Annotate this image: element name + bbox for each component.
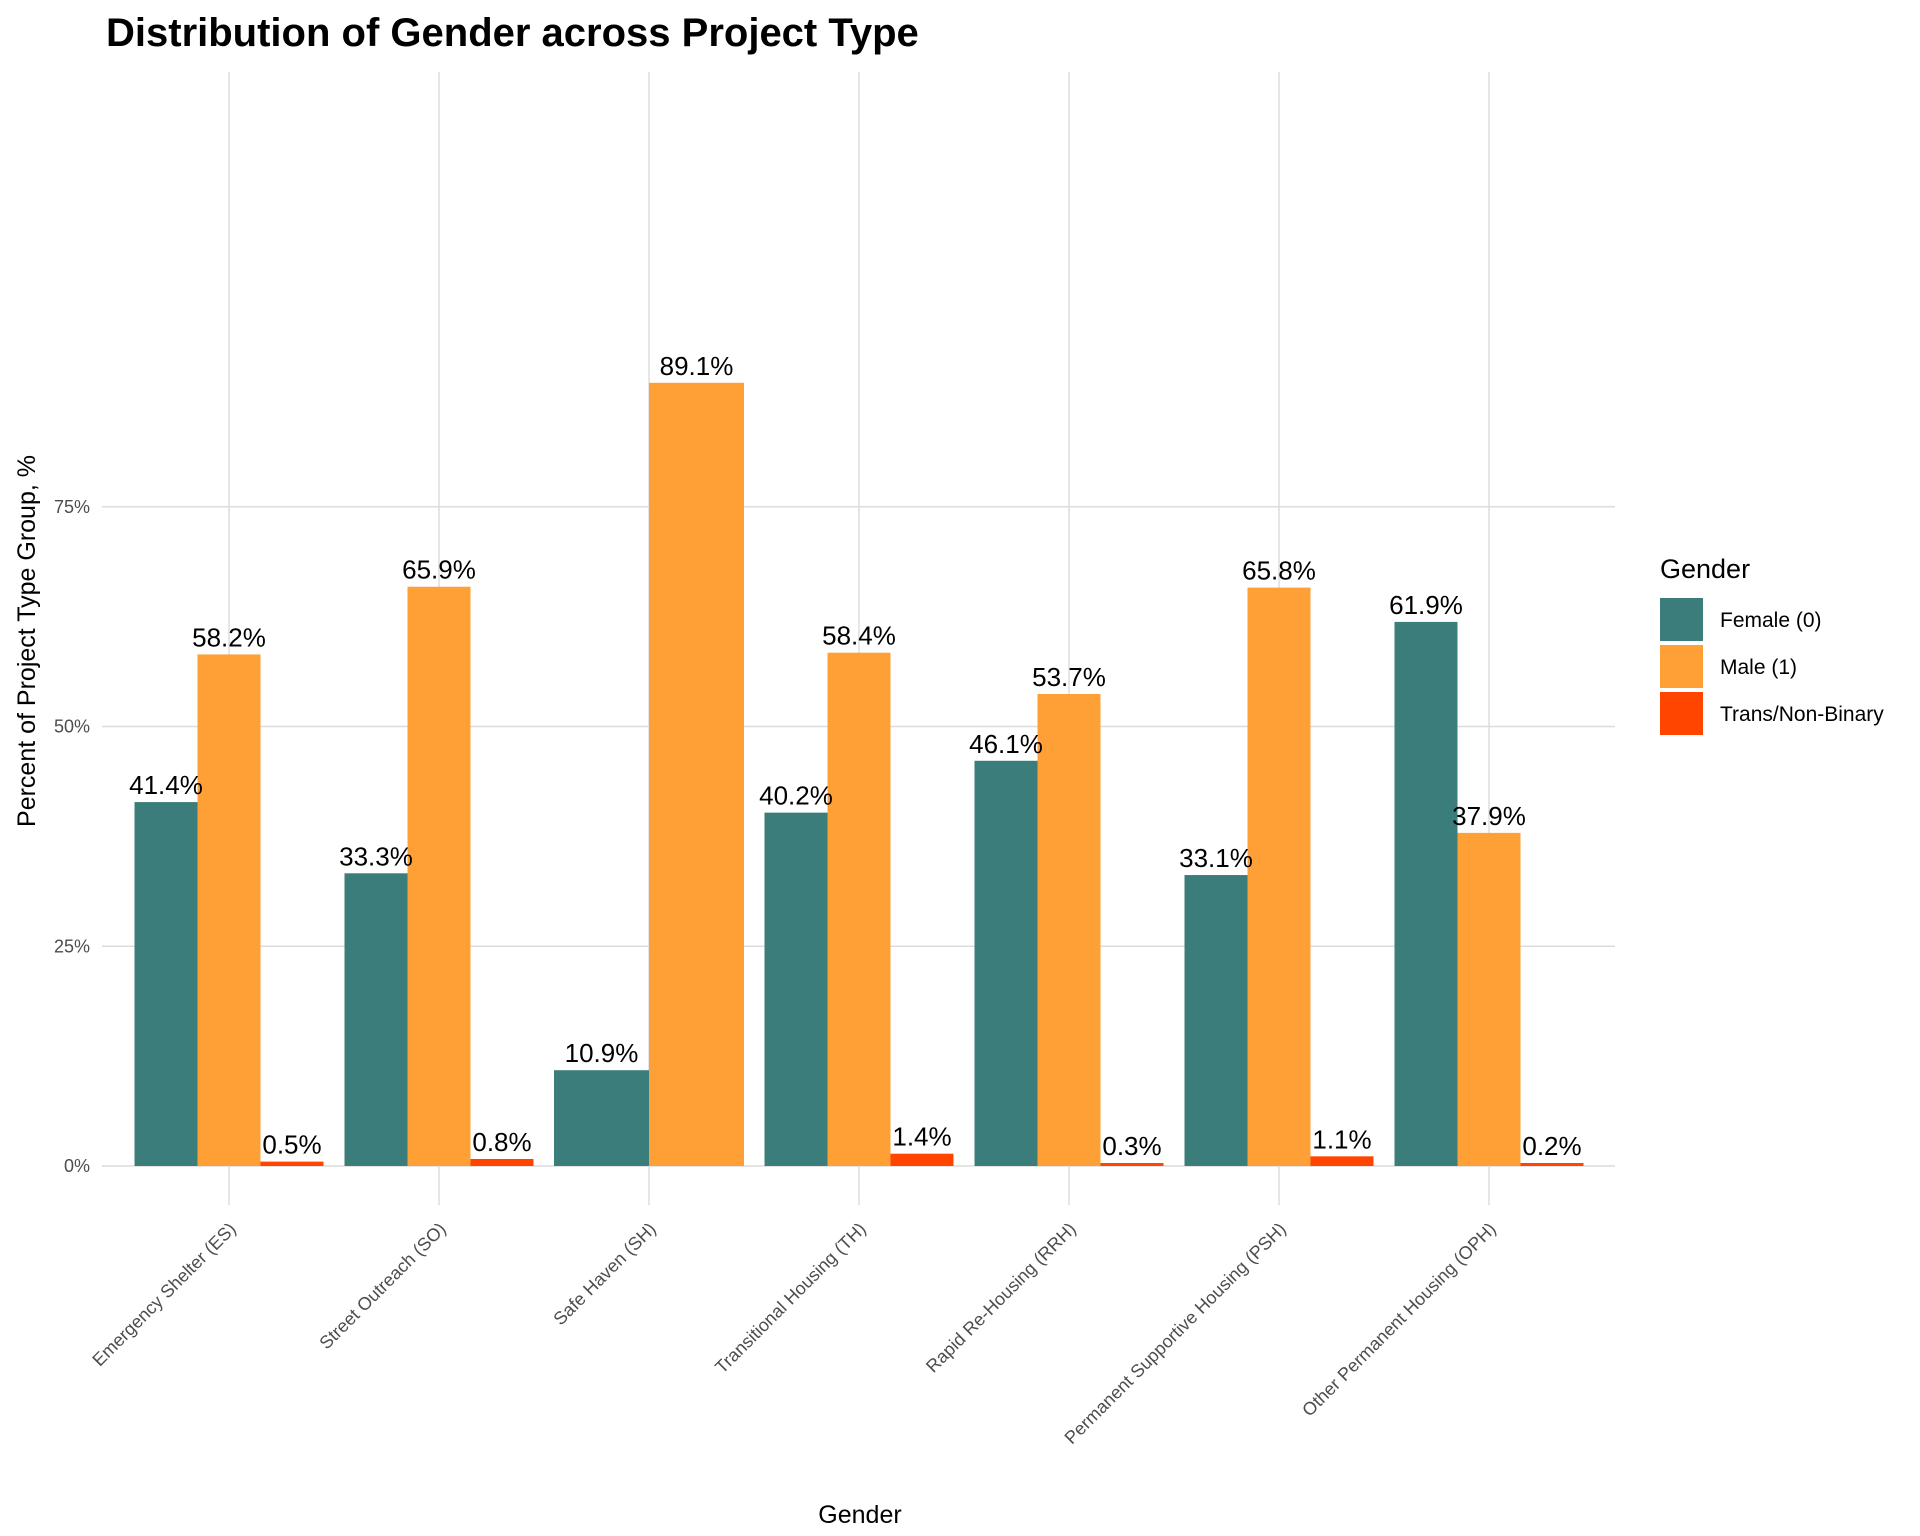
bar xyxy=(974,760,1038,1166)
legend-title: Gender xyxy=(1660,554,1750,584)
bar-value-label: 33.3% xyxy=(339,841,413,871)
bar xyxy=(1520,1163,1584,1166)
bar xyxy=(1310,1156,1374,1166)
y-tick-label: 0% xyxy=(64,1156,90,1176)
x-tick-label: Street Outreach (SO) xyxy=(315,1219,449,1353)
x-tick-label: Other Permanent Housing (OPH) xyxy=(1298,1219,1500,1421)
bar-value-label: 0.3% xyxy=(1102,1131,1161,1161)
bar-value-label: 65.8% xyxy=(1242,556,1316,586)
legend-label: Male (1) xyxy=(1720,656,1797,679)
bar-value-label: 89.1% xyxy=(660,351,734,381)
bar-value-label: 10.9% xyxy=(565,1038,639,1068)
chart-title: Distribution of Gender across Project Ty… xyxy=(106,11,919,55)
x-tick-label: Emergency Shelter (ES) xyxy=(88,1219,239,1370)
bar xyxy=(764,812,828,1166)
bar-value-label: 58.4% xyxy=(822,621,896,651)
bar-value-label: 65.9% xyxy=(402,555,476,585)
bar xyxy=(1247,587,1311,1166)
bar xyxy=(260,1161,324,1166)
bar-value-label: 61.9% xyxy=(1389,590,1463,620)
legend-swatch xyxy=(1660,692,1703,735)
bar-value-label: 33.1% xyxy=(1179,843,1253,873)
y-tick-label: 50% xyxy=(54,717,90,737)
bar xyxy=(1394,621,1458,1166)
x-axis-ticks: Emergency Shelter (ES) Street Outreach (S… xyxy=(88,1219,1499,1448)
bar xyxy=(344,873,408,1166)
x-tick-label: Rapid Re-Housing (RRH) xyxy=(922,1219,1080,1377)
bar xyxy=(134,802,198,1166)
bar-value-label: 40.2% xyxy=(759,781,833,811)
legend: Gender Female (0) Male (1) Trans/Non-Binar… xyxy=(1660,554,1884,735)
bar xyxy=(890,1153,954,1166)
bar-value-label: 37.9% xyxy=(1452,801,1526,831)
bar-value-label: 1.1% xyxy=(1312,1124,1371,1154)
legend-label: Trans/Non-Binary xyxy=(1720,703,1884,726)
bar xyxy=(1184,875,1248,1166)
bar xyxy=(1037,693,1101,1166)
bar-value-label: 46.1% xyxy=(969,729,1043,759)
x-axis-title: Gender xyxy=(818,1501,901,1529)
data-labels: 41.4% 58.2% 0.5% 33.3% 65.9% 0.8% 10.9% 89.1% 40… xyxy=(129,351,1582,1161)
legend-swatch xyxy=(1660,598,1703,641)
legend-label: Female (0) xyxy=(1720,609,1822,632)
x-tick-label: Transitional Housing (TH) xyxy=(711,1219,870,1378)
bar xyxy=(1457,832,1521,1166)
bar xyxy=(554,1070,649,1166)
y-axis-title: Percent of Project Type Group, % xyxy=(13,455,41,827)
bar-value-label: 58.2% xyxy=(192,622,266,652)
bar xyxy=(1100,1163,1164,1166)
bar xyxy=(407,586,471,1166)
bar-value-label: 41.4% xyxy=(129,770,203,800)
x-tick-label: Permanent Supportive Housing (PSH) xyxy=(1061,1219,1290,1448)
bar-value-label: 0.2% xyxy=(1522,1131,1581,1161)
bar xyxy=(649,382,744,1166)
bar-value-label: 1.4% xyxy=(892,1122,951,1152)
legend-swatch xyxy=(1660,645,1703,688)
y-axis-ticks: 0% 25% 50% 75% xyxy=(54,497,90,1176)
x-tick-label: Safe Haven (SH) xyxy=(549,1219,659,1329)
y-tick-label: 75% xyxy=(54,497,90,517)
bar xyxy=(197,654,261,1166)
bar-value-label: 0.8% xyxy=(472,1127,531,1157)
bar xyxy=(827,652,891,1166)
bar xyxy=(470,1158,534,1166)
y-tick-label: 25% xyxy=(54,936,90,956)
bar-value-label: 0.5% xyxy=(262,1130,321,1160)
bars xyxy=(134,382,1584,1166)
bar-value-label: 53.7% xyxy=(1032,662,1106,692)
